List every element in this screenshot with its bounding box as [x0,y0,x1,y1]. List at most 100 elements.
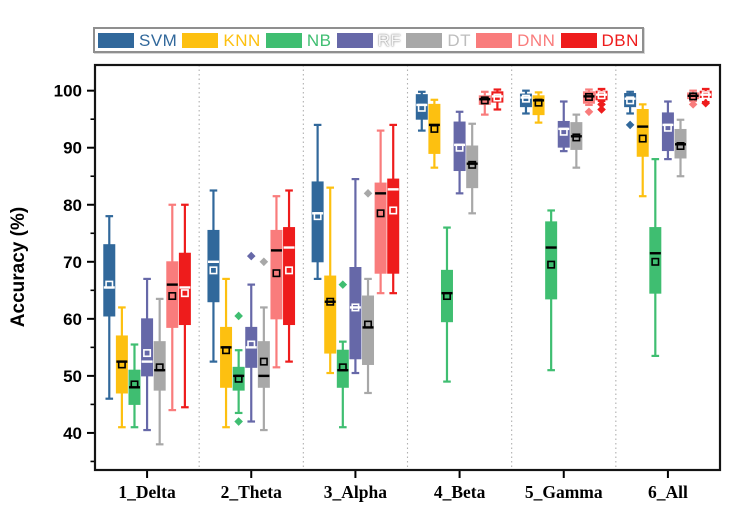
box-NB-2_Theta [232,366,245,391]
mean-marker [285,266,294,275]
legend-label-SVM: SVM [139,30,178,50]
mean-marker [663,123,672,132]
box-DT-3_Alpha [362,295,375,365]
legend-label-NB: NB [306,30,332,50]
category-separators [198,65,617,470]
series-KNN [115,91,649,429]
box-SVM-4_Beta [415,94,428,120]
legend-item-KNN: KNN [182,32,260,49]
mean-marker [559,127,568,136]
legend-item-RF: RF [336,32,402,49]
mean-marker [638,134,647,143]
mean-marker [534,98,543,107]
mean-marker [364,320,373,329]
mean-marker [105,280,114,289]
box-KNN-1_Delta [115,335,128,394]
legend-swatch-DT [406,32,443,48]
outlier-diamond [701,98,711,108]
legend-item-DT: DT [406,32,471,49]
y-axis: 40 50 60 70 80 90 100 [54,82,95,463]
legend-swatch-DNN [476,32,513,48]
box-DT-1_Delta [153,341,166,391]
box-SVM-5_Gamma [519,93,532,108]
y-tick-label: 40 [63,424,82,443]
box-DBN-1_Delta [178,252,191,326]
box-SVM-6_All [624,93,637,108]
mean-marker [143,349,152,358]
box-NB-3_Alpha [336,349,349,388]
mean-marker [689,92,698,101]
legend-item-SVM: SVM [98,32,177,49]
mean-marker [480,96,489,105]
mean-marker [651,257,660,266]
outlier-diamond [363,189,373,198]
legend-label-DNN: DNN [517,30,556,50]
outlier-diamond [338,280,348,289]
mean-marker [521,94,530,103]
series-SVM [103,89,637,400]
outlier-diamond [234,311,243,321]
mean-marker [117,360,126,369]
outlier-diamond [597,100,606,109]
mean-marker [259,357,268,366]
box-KNN-3_Alpha [324,275,337,354]
y-tick-label: 90 [63,139,82,158]
series-DNN [166,88,700,412]
mean-marker [130,380,139,389]
x-category-label: 5_Gamma [525,482,603,502]
legend-label-KNN: KNN [223,30,261,50]
mean-marker [389,206,398,215]
box-RF-3_Alpha [349,267,362,360]
box-NB-5_Gamma [545,221,558,300]
box-KNN-2_Theta [220,326,233,388]
y-tick-label: 50 [63,367,82,386]
box-DNN-2_Theta [270,229,283,320]
x-category-label: 6_All [648,482,688,502]
x-category-label: 2_Theta [221,482,283,502]
mean-marker [493,93,502,102]
y-tick-label: 70 [63,253,82,272]
legend-swatch-KNN [182,32,219,48]
mean-marker [376,209,385,218]
legend: SVM KNN NB RF DT DNN DBN [93,27,644,53]
box-KNN-4_Beta [428,103,441,154]
outlier-diamond [625,120,635,130]
x-category-label: 4_Beta [434,482,486,502]
box-NB-6_All [649,227,662,294]
legend-item-NB: NB [265,30,332,50]
box-SVM-3_Alpha [311,181,324,263]
box-DNN-1_Delta [166,261,179,328]
mean-marker [417,103,426,112]
outlier-diamond [584,107,594,117]
box-SVM-1_Delta [103,244,116,317]
legend-label-DT: DT [447,30,472,50]
outlier-diamond [259,257,269,267]
x-category-label: 3_Alpha [324,482,387,502]
mean-marker [168,292,177,301]
legend-swatch-RF [336,32,373,48]
series-DT [153,113,687,446]
mean-marker [676,142,685,151]
mean-marker [626,96,635,105]
x-axis: 1_Delta 2_Theta 3_Alpha 4_Beta 5_Gamma 6_All [118,470,688,502]
box-KNN-6_All [636,108,649,157]
mean-marker [468,160,477,169]
outlier-diamond [597,105,606,114]
mean-marker [351,303,360,312]
y-axis-title: Accuracy (%) [8,207,29,327]
box-DBN-2_Theta [283,227,296,326]
series-NB [128,158,662,429]
outlier-diamond [246,251,256,261]
mean-marker [338,363,347,372]
mean-marker [455,143,464,152]
box-RF-4_Beta [453,121,466,172]
mean-marker [430,124,439,133]
mean-marker [209,266,218,275]
box-NB-4_Beta [440,269,453,323]
x-category-label: 1_Delta [118,482,176,502]
mean-marker [222,346,231,355]
mean-marker [701,91,710,100]
plot-frame [93,63,722,472]
legend-swatch-NB [265,32,302,48]
